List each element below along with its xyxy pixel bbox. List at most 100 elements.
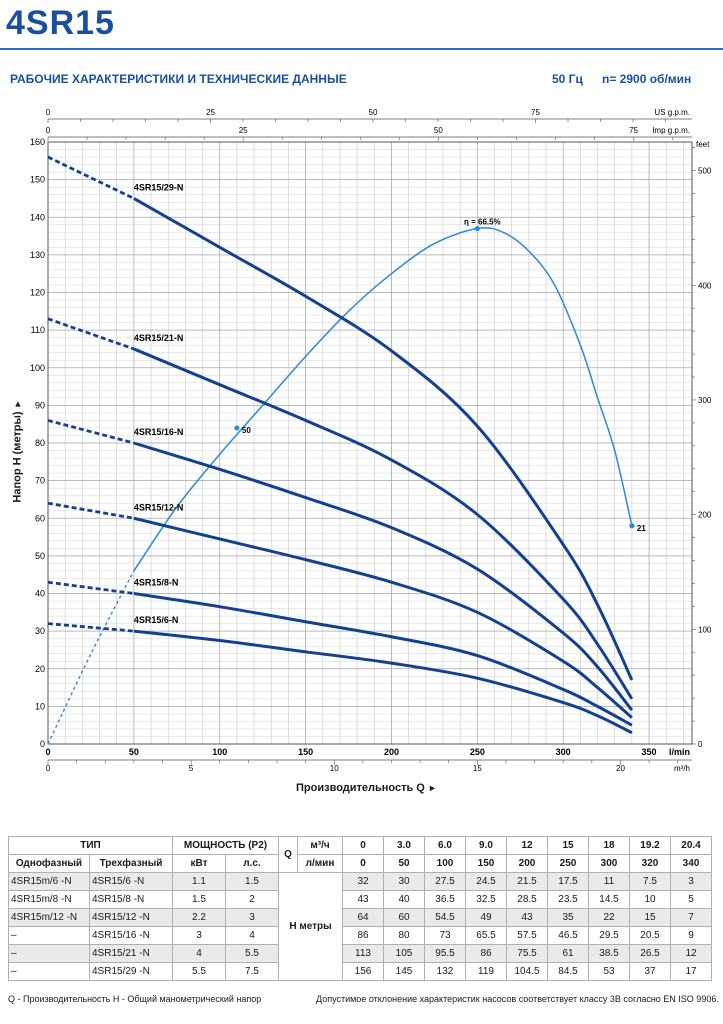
y-tick-label: 120 bbox=[30, 288, 45, 298]
cell-head-value: 21.5 bbox=[506, 872, 548, 891]
x-tick-label: 300 bbox=[556, 747, 571, 757]
cell-head-value: 132 bbox=[424, 962, 466, 981]
cell-single-phase: 4SR15m/6 -N bbox=[8, 872, 90, 891]
page-title: 4SR15 bbox=[6, 4, 115, 42]
cell-single-phase: – bbox=[8, 944, 90, 963]
cell-kw: 3 bbox=[172, 926, 226, 945]
pump-curve-label: 4SR15/12-N bbox=[134, 502, 184, 512]
cell-head-value: 17 bbox=[670, 962, 712, 981]
q-m3h-value: 0 bbox=[342, 836, 384, 855]
cell-head-value: 10 bbox=[629, 890, 671, 909]
feet-tick-label: 300 bbox=[698, 396, 712, 405]
cell-single-phase: – bbox=[8, 962, 90, 981]
cell-head-value: 105 bbox=[383, 944, 425, 963]
q-m3h-value: 15 bbox=[547, 836, 589, 855]
y-tick-label: 140 bbox=[30, 212, 45, 222]
x-tick-label: 250 bbox=[470, 747, 485, 757]
usgpm-tick-label: 25 bbox=[206, 108, 215, 117]
cell-head-value: 53 bbox=[588, 962, 630, 981]
y-tick-label: 80 bbox=[35, 438, 45, 448]
cell-hp: 5.5 bbox=[225, 944, 279, 963]
plot-frame bbox=[47, 141, 693, 745]
pump-curve bbox=[133, 347, 634, 700]
table-row: –4SR15/16 -N 3 4 86 80 73 65.5 57.5 46.5 29.5 20.5… bbox=[8, 926, 712, 945]
header-q: Q bbox=[278, 836, 298, 873]
header-type: ТИП bbox=[8, 836, 173, 855]
table-row: 4SR15m/8 -N 4SR15/8 -N 1.5 2 43 40 36.5 32.5 28.… bbox=[8, 890, 712, 909]
cell-head-value: 5 bbox=[670, 890, 712, 909]
pump-curves: 4SR15/29-N 4SR15/21-N 4SR15/16-N 4SR15/12-N… bbox=[47, 155, 634, 735]
cell-hp: 4 bbox=[225, 926, 279, 945]
q-lmin-value: 320 bbox=[629, 854, 671, 873]
speed-label: n= 2900 об/мин bbox=[602, 72, 692, 86]
section-subtitle: РАБОЧИЕ ХАРАКТЕРИСТИКИ И ТЕХНИЧЕСКИЕ ДАН… bbox=[10, 72, 347, 86]
q-lmin-value: 50 bbox=[383, 854, 425, 873]
table-row: –4SR15/21 -N 4 5.5 113 105 95.5 86 75.5 61 38.5 26… bbox=[8, 944, 712, 963]
x-unit-lmin: l/min bbox=[669, 747, 690, 757]
cell-head-value: 57.5 bbox=[506, 926, 548, 945]
pump-curve-label: 4SR15/16-N bbox=[134, 427, 184, 437]
table-row: 4SR15m/6 -N 4SR15/6 -N 1.1 1.5 H метры 32 30 27… bbox=[8, 872, 712, 981]
usgpm-unit: US g.p.m. bbox=[654, 108, 690, 117]
y-tick-label: 40 bbox=[35, 589, 45, 599]
y-tick-label: 160 bbox=[30, 137, 45, 147]
header-lmin: л/мин bbox=[297, 854, 343, 873]
m3h-tick-label: 10 bbox=[330, 764, 339, 773]
cell-head-value: 156 bbox=[342, 962, 384, 981]
cell-kw: 1.5 bbox=[172, 890, 226, 909]
cell-head-value: 22 bbox=[588, 908, 630, 927]
feet-unit: feet bbox=[696, 140, 710, 149]
cell-head-value: 9 bbox=[670, 926, 712, 945]
footer-legend: Q - Производительность H - Общий маномет… bbox=[8, 994, 262, 1004]
q-m3h-value: 19.2 bbox=[629, 836, 671, 855]
cell-head-value: 64 bbox=[342, 908, 384, 927]
efficiency-label: 50 bbox=[242, 426, 251, 435]
q-m3h-value: 12 bbox=[506, 836, 548, 855]
cell-head-value: 84.5 bbox=[547, 962, 589, 981]
cell-head-value: 17.5 bbox=[547, 872, 589, 891]
pump-curve bbox=[133, 629, 633, 735]
efficiency-point bbox=[474, 225, 480, 232]
cell-three-phase: 4SR15/6 -N bbox=[89, 872, 173, 891]
cell-head-value: 20.5 bbox=[629, 926, 671, 945]
cell-head-value: 38.5 bbox=[588, 944, 630, 963]
impgpm-tick-label: 25 bbox=[239, 126, 248, 135]
pump-curve-dashed bbox=[47, 419, 135, 445]
cell-head-value: 27.5 bbox=[424, 872, 466, 891]
y-tick-label: 70 bbox=[35, 476, 45, 486]
pump-curve-label: 4SR15/21-N bbox=[134, 333, 184, 343]
cell-head-value: 86 bbox=[342, 926, 384, 945]
x-tick-label: 100 bbox=[212, 747, 227, 757]
cell-head-value: 32 bbox=[342, 872, 384, 891]
cell-head-value: 86 bbox=[465, 944, 507, 963]
title-underline bbox=[0, 48, 723, 50]
q-m3h-value: 18 bbox=[588, 836, 630, 855]
cell-head-value: 43 bbox=[342, 890, 384, 909]
feet-tick-label: 500 bbox=[698, 167, 712, 176]
header-three-phase: Трехфазный bbox=[89, 854, 173, 873]
pump-curve-label: 4SR15/6-N bbox=[134, 615, 179, 625]
cell-head-value: 36.5 bbox=[424, 890, 466, 909]
usgpm-tick-label: 50 bbox=[369, 108, 378, 117]
q-lmin-value: 100 bbox=[424, 854, 466, 873]
x-tick-label: 50 bbox=[129, 747, 139, 757]
cell-kw: 5.5 bbox=[172, 962, 226, 981]
q-m3h-value: 3.0 bbox=[383, 836, 425, 855]
m3h-tick-label: 15 bbox=[473, 764, 482, 773]
cell-head-value: 65.5 bbox=[465, 926, 507, 945]
efficiency-point bbox=[234, 425, 240, 431]
cell-head-value: 119 bbox=[465, 962, 507, 981]
cell-head-value: 3 bbox=[670, 872, 712, 891]
cell-head-value: 43 bbox=[506, 908, 548, 927]
x-tick-label: 200 bbox=[384, 747, 399, 757]
q-lmin-value: 200 bbox=[506, 854, 548, 873]
y-axis-title: Напор H (метры) ► bbox=[11, 399, 24, 503]
cell-single-phase: – bbox=[8, 926, 90, 945]
cell-head-value: 7.5 bbox=[629, 872, 671, 891]
m3h-tick-label: 5 bbox=[189, 764, 194, 773]
cell-head-value: 26.5 bbox=[629, 944, 671, 963]
header-power: МОЩНОСТЬ (P2) bbox=[172, 836, 279, 855]
table-row: 4SR15m/12 -N 4SR15/12 -N 2.2 3 64 60 54.5 49 43 3… bbox=[8, 908, 712, 927]
cell-head-value: 54.5 bbox=[424, 908, 466, 927]
